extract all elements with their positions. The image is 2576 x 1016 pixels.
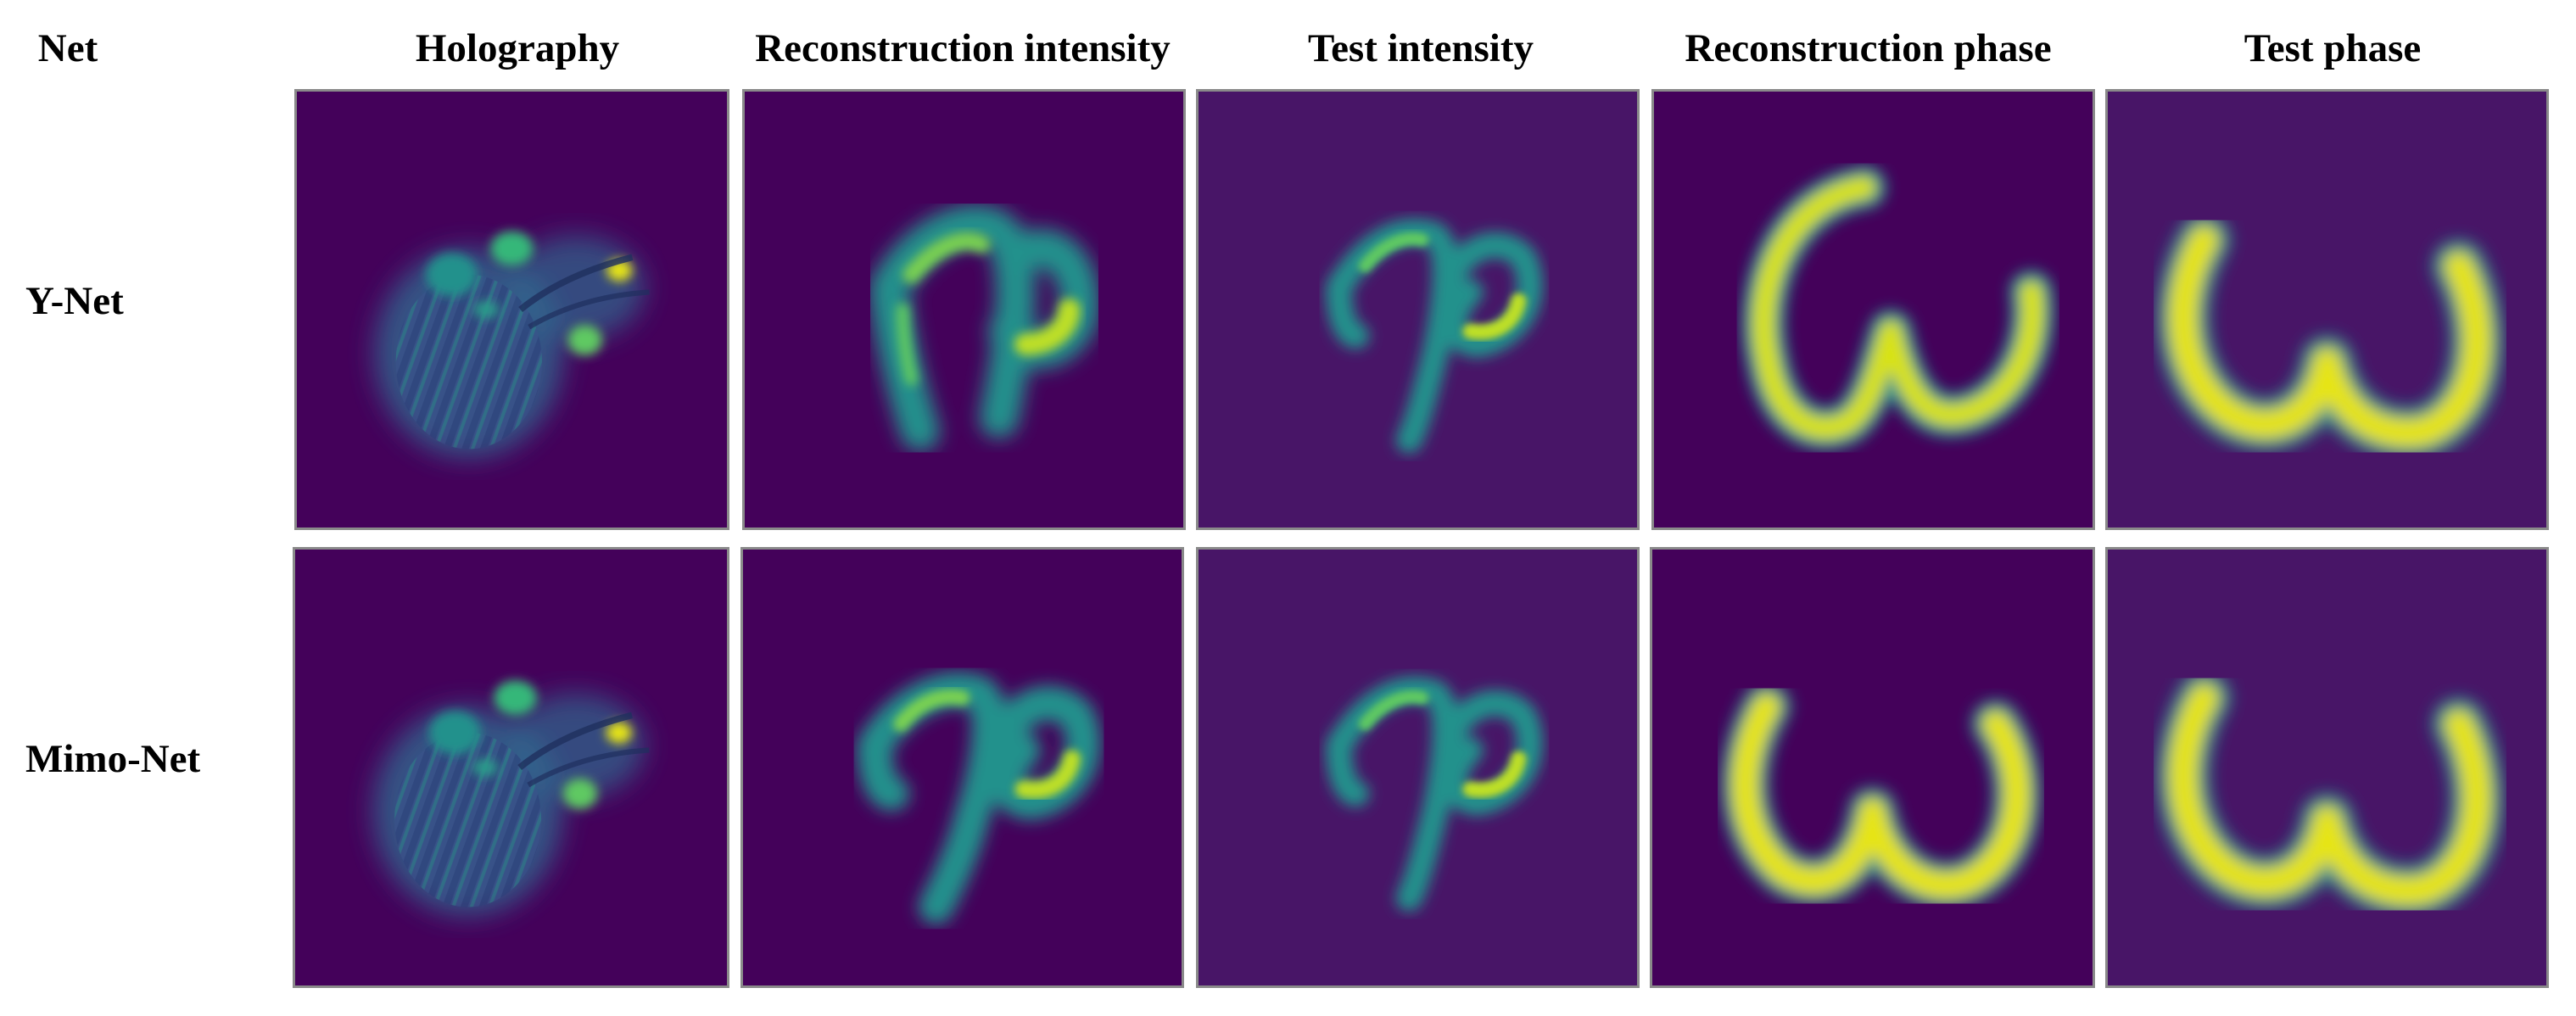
panel-mimo-net-reconstruction-intensity <box>740 547 1184 988</box>
panel-mimo-net-holography <box>293 547 729 988</box>
panel-y-net-test-intensity <box>1196 89 1640 530</box>
panel-y-net-reconstruction-phase <box>1651 89 2095 530</box>
panel-mimo-net-reconstruction-phase <box>1650 547 2095 988</box>
panel-mimo-net-test-intensity <box>1196 547 1640 988</box>
header-test-intensity: Test intensity <box>1308 26 1534 70</box>
test-intensity-image <box>1199 92 1637 528</box>
reconstruction-intensity-image <box>745 92 1183 528</box>
header-net: Net <box>37 26 98 70</box>
test-phase-image <box>2108 92 2546 528</box>
test-phase-image <box>2108 550 2546 985</box>
reconstruction-phase-image <box>1654 92 2093 528</box>
panel-y-net-reconstruction-intensity <box>742 89 1186 530</box>
panel-y-net-holography <box>294 89 729 530</box>
header-holography: Holography <box>415 26 620 70</box>
row-label-y-net: Y-Net <box>25 279 124 323</box>
row-label-mimo-net: Mimo-Net <box>25 737 201 781</box>
reconstruction-intensity-image <box>743 550 1182 985</box>
header-test-phase: Test phase <box>2244 26 2422 70</box>
header-reconstruction-intensity: Reconstruction intensity <box>755 26 1171 70</box>
test-intensity-image <box>1199 550 1637 985</box>
hologram-image <box>297 92 727 528</box>
panel-y-net-test-phase <box>2105 89 2549 530</box>
hologram-image <box>295 550 727 985</box>
header-reconstruction-phase: Reconstruction phase <box>1685 26 2052 70</box>
panel-mimo-net-test-phase <box>2105 547 2549 988</box>
reconstruction-phase-image <box>1652 550 2093 985</box>
